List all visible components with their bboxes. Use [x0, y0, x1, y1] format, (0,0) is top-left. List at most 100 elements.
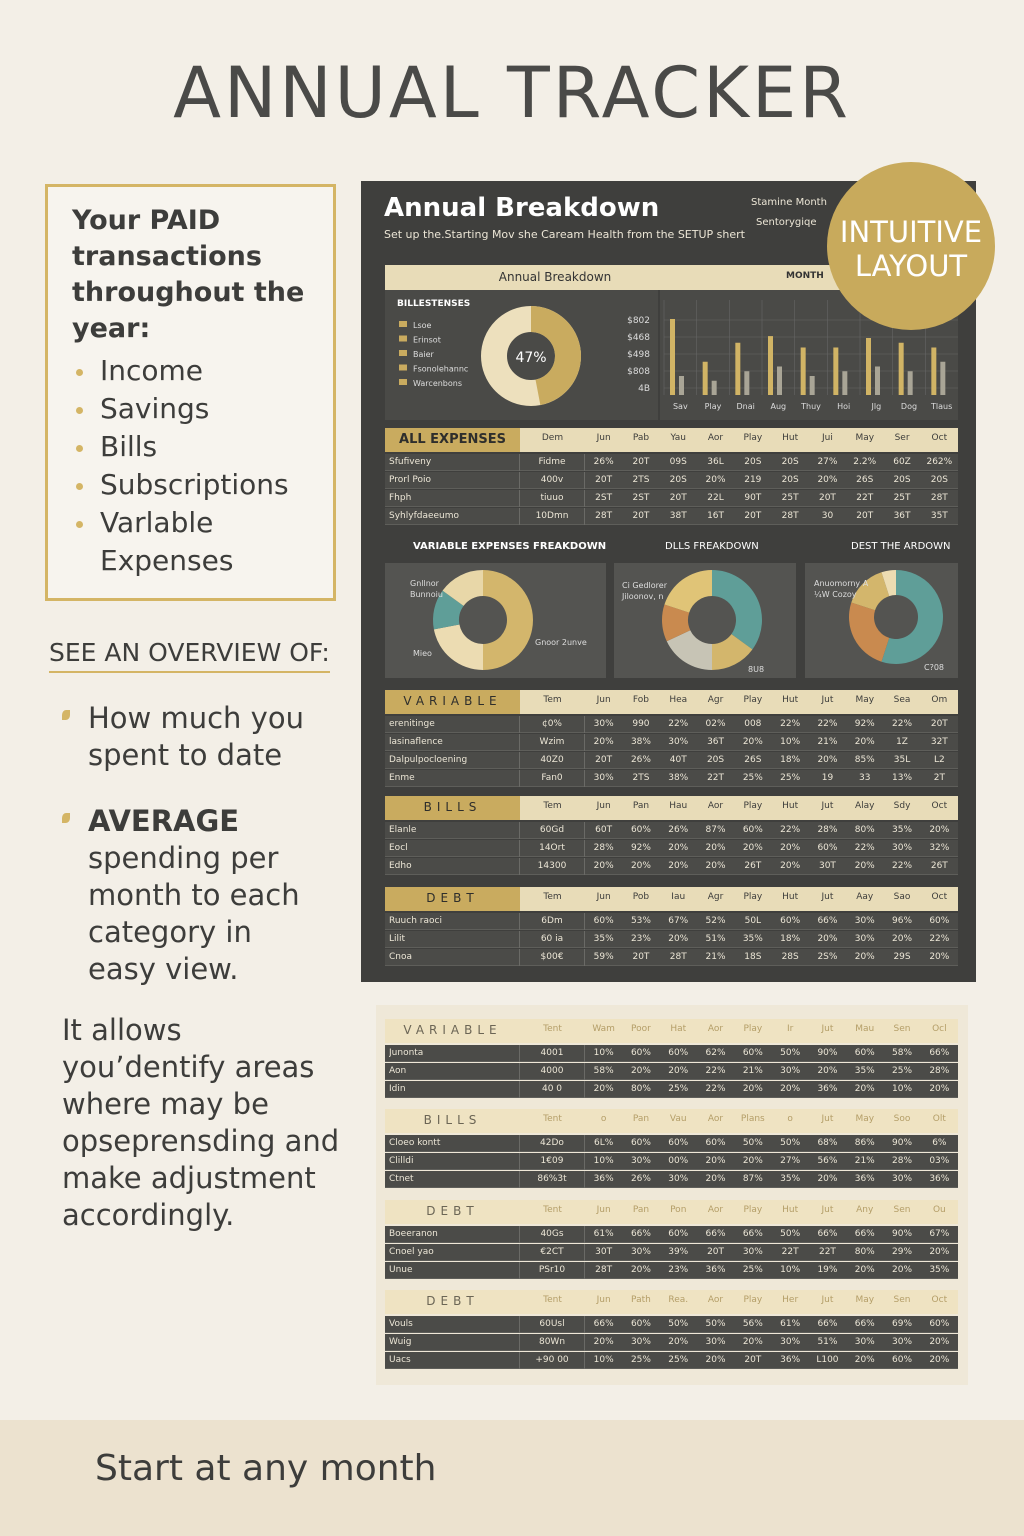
table-cell: 18S [744, 952, 762, 962]
table-row [385, 913, 958, 930]
table-cell: 90% [817, 1048, 838, 1058]
table-column: o [600, 1114, 607, 1124]
table-cell: 20% [817, 934, 838, 944]
table-cell: 26% [630, 755, 651, 765]
table-cell: 26S [856, 475, 874, 485]
table-cell: 20% [705, 843, 726, 853]
table-cell: 26S [744, 755, 762, 765]
table-cell: 20% [929, 1337, 950, 1347]
table-cell: 51% [817, 1337, 838, 1347]
table-cell: 20% [892, 934, 913, 944]
table-cell: 61% [593, 1229, 614, 1239]
table-column: Sen [893, 1024, 911, 1034]
table-column: Tent [543, 1205, 562, 1215]
table-row [385, 1226, 958, 1243]
table-cell: 20T [856, 511, 874, 521]
footer-text: Start at any month [95, 1448, 437, 1489]
table-column: Aor [707, 1295, 724, 1305]
table-cell: 2TS [632, 475, 650, 485]
table-column: May [855, 1114, 875, 1124]
table-cell: 20% [854, 1355, 875, 1365]
table-column: Any [856, 1205, 874, 1215]
table-title-cell [385, 690, 520, 714]
table-cell: 22% [780, 719, 801, 729]
bar-x-label: Play [705, 402, 722, 411]
bar-x-label: Sav [673, 402, 688, 411]
table-cell: 36T [707, 737, 725, 747]
table-row [385, 454, 958, 471]
table-row [385, 1316, 958, 1333]
table-cell: 20% [593, 861, 614, 871]
bullet [76, 445, 83, 452]
table-cell: 30T [818, 861, 836, 871]
table-cell: 20% [929, 1247, 950, 1257]
table-column: Jut [821, 1024, 834, 1034]
pie-segment [881, 570, 943, 664]
pie-label: Mieo [413, 649, 432, 658]
table-cell: 20% [668, 1337, 689, 1347]
bar [670, 319, 675, 395]
table-cell: 90T [744, 493, 762, 503]
table-cell: 50% [780, 1048, 801, 1058]
table-cell: 30% [854, 1337, 875, 1347]
table-cell: 20S [744, 457, 762, 467]
table-cell: 25% [630, 1355, 651, 1365]
table-cell: 60% [929, 916, 950, 926]
table-title: DEBT [426, 1204, 479, 1218]
table-cell: 26T [744, 861, 762, 871]
table-cell: 50% [705, 1319, 726, 1329]
table-cell: 25% [780, 773, 801, 783]
table-column: Pan [632, 801, 650, 811]
table-title-cell [385, 428, 520, 452]
table-cell: 20% [929, 952, 950, 962]
table-cell: 36T [893, 511, 911, 521]
table-column: Jun [596, 892, 611, 902]
bar [679, 376, 684, 395]
bar [898, 342, 904, 395]
table-cell: Edho [389, 858, 520, 875]
bar-x-label: Jlg [870, 402, 881, 411]
table-cell: 2S% [817, 952, 838, 962]
table-column: Pan [632, 1205, 650, 1215]
table-cell: 36L [707, 457, 724, 467]
table-column: Om [931, 695, 948, 705]
table-cell: 26% [593, 457, 614, 467]
table-row [385, 1262, 958, 1279]
table-column: May [855, 695, 875, 705]
table-cell: 35% [593, 934, 614, 944]
table-column: Sdy [893, 801, 911, 811]
table-cell: 27% [780, 1156, 801, 1166]
table-cell: 10Dmn [520, 508, 585, 525]
table-cell: 50% [668, 1319, 689, 1329]
table-column: Tem [543, 801, 562, 811]
table-cell: Aon [389, 1063, 520, 1080]
table-row [385, 840, 958, 857]
table-cell: 56% [817, 1156, 838, 1166]
table-row [385, 716, 958, 733]
table-cell: 60% [630, 825, 651, 835]
table-cell: Cnoa [389, 949, 520, 966]
table-column: Aor [707, 1114, 724, 1124]
table-cell: 20S [781, 457, 799, 467]
table-cell: 30% [630, 1156, 651, 1166]
table-cell: 6L% [594, 1138, 614, 1148]
table-title-cell [385, 887, 520, 911]
table-cell: 28S [781, 952, 799, 962]
table-cell: 38% [668, 773, 689, 783]
table-cell: 03% [929, 1156, 950, 1166]
table-title: DEBT [426, 1294, 479, 1308]
table-cell: 66% [742, 1229, 763, 1239]
table-cell: 66% [630, 1229, 651, 1239]
pie-segment [851, 572, 890, 611]
table-row [385, 752, 958, 769]
table-cell: ¢0% [520, 716, 585, 733]
table-cell: 20T [632, 511, 650, 521]
table-cell: Idin [389, 1081, 520, 1098]
table-column: Play [743, 1024, 763, 1034]
table-cell: 22% [705, 1084, 726, 1094]
pie-label: 8U8 [748, 665, 765, 674]
table-cell: 22% [854, 843, 875, 853]
table-column: Her [782, 1295, 799, 1305]
